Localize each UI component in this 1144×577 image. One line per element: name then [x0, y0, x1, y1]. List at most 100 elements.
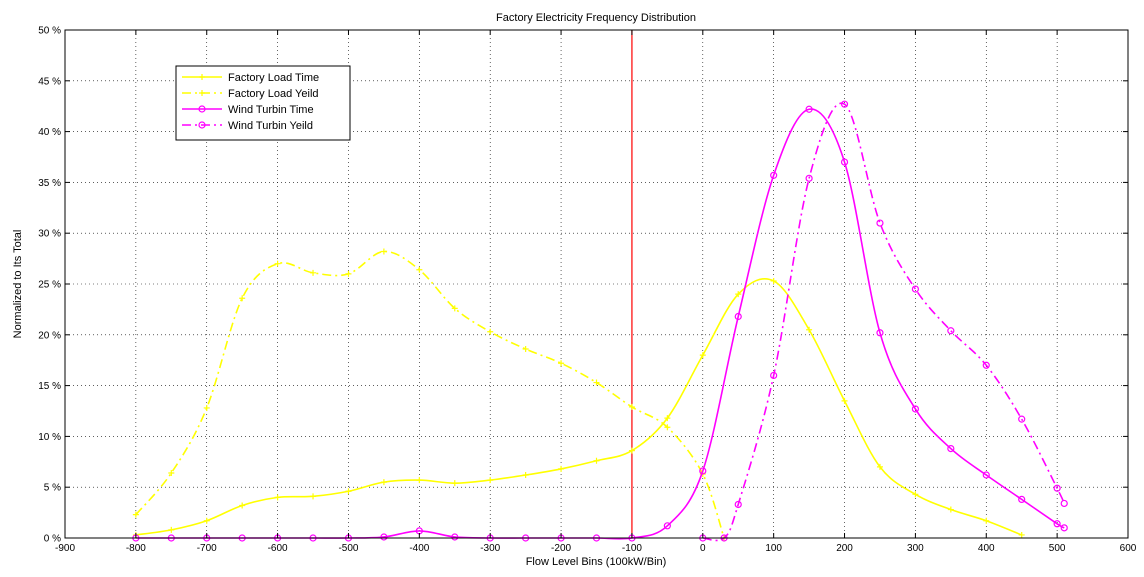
data-point	[274, 260, 281, 267]
data-point	[911, 405, 920, 413]
data-point	[451, 480, 458, 487]
legend-marker	[198, 121, 206, 129]
x-tick-label: 0	[700, 543, 706, 554]
series-line	[135, 250, 725, 539]
data-point	[664, 424, 671, 431]
x-tick-label: -700	[197, 543, 217, 554]
data-point	[982, 361, 990, 369]
y-tick-label: 45 %	[38, 76, 61, 87]
data-point	[1053, 484, 1061, 492]
data-point	[947, 506, 954, 513]
x-tick-label: -100	[622, 543, 642, 554]
data-point	[345, 488, 352, 495]
data-point	[770, 171, 778, 179]
chart-title: Factory Electricity Frequency Distributi…	[496, 12, 696, 24]
legend-marker	[199, 90, 205, 96]
data-point	[1060, 499, 1068, 508]
data-point	[734, 500, 742, 509]
x-tick-label: -300	[480, 543, 500, 554]
x-tick-label: 300	[907, 543, 924, 554]
data-point	[416, 266, 423, 273]
data-point	[876, 329, 884, 337]
data-point	[805, 105, 813, 113]
y-tick-label: 15 %	[38, 381, 61, 392]
data-point	[239, 502, 246, 509]
x-tick-label: 100	[765, 543, 782, 554]
data-point	[593, 457, 600, 464]
data-point	[522, 472, 529, 479]
y-axis-label: Normalized to Its Total	[12, 230, 24, 339]
data-point	[735, 291, 742, 298]
legend-label: Wind Turbin Yeild	[228, 120, 313, 132]
data-point	[203, 517, 210, 524]
legend-label: Factory Load Yeild	[228, 88, 319, 100]
data-point	[663, 522, 671, 530]
x-tick-label: -400	[409, 543, 429, 554]
y-tick-label: 20 %	[38, 330, 61, 341]
series-line	[702, 102, 1065, 542]
data-point	[168, 469, 175, 476]
data-point	[451, 305, 458, 312]
legend-marker	[199, 74, 205, 80]
data-point	[982, 471, 990, 479]
x-tick-label: 400	[978, 543, 995, 554]
axis-ticks: -900 -800 -700 -600 -500 -400 -300 -200 -100 0 100…	[38, 26, 1137, 555]
data-point	[983, 517, 990, 524]
x-axis-label: Flow Level Bins (100kW/Bin)	[526, 556, 667, 568]
data-point	[380, 479, 387, 486]
data-point	[699, 467, 707, 475]
data-point	[734, 312, 742, 321]
y-tick-label: 5 %	[44, 483, 61, 494]
y-tick-label: 0 %	[44, 534, 61, 545]
data-point	[1053, 520, 1061, 528]
y-tick-label: 10 %	[38, 432, 61, 443]
data-point	[132, 511, 139, 518]
legend: Factory Load Time Factory Load Yeild Wind …	[175, 65, 351, 141]
data-point	[840, 158, 849, 166]
y-tick-label: 35 %	[38, 178, 61, 189]
data-point	[1060, 524, 1068, 532]
data-point	[876, 219, 884, 227]
data-point	[558, 465, 565, 472]
data-point	[1018, 495, 1026, 503]
data-point	[770, 277, 777, 284]
data-point	[1018, 415, 1026, 423]
data-point	[699, 352, 706, 359]
data-point	[558, 360, 565, 367]
data-point	[487, 477, 494, 484]
data-point	[451, 533, 459, 541]
data-point	[841, 397, 848, 404]
data-point	[239, 295, 246, 302]
series-2	[132, 248, 728, 541]
x-tick-label: 600	[1120, 543, 1137, 554]
x-tick-label: -600	[268, 543, 288, 554]
data-point	[522, 346, 529, 353]
data-point	[664, 415, 671, 422]
data-point	[380, 248, 387, 255]
y-tick-label: 30 %	[38, 229, 61, 240]
data-point	[840, 100, 849, 108]
legend-box	[175, 65, 351, 141]
data-point	[380, 533, 388, 541]
data-point	[911, 285, 920, 293]
data-point	[1018, 531, 1025, 538]
data-point	[345, 270, 352, 277]
x-tick-label: 200	[836, 543, 853, 554]
data-point	[805, 174, 813, 182]
y-tick-label: 50 %	[38, 26, 61, 37]
legend-marker	[198, 105, 206, 113]
legend-label: Wind Turbin Time	[228, 104, 314, 116]
x-tick-label: -800	[126, 543, 146, 554]
data-point	[168, 526, 175, 533]
data-point	[912, 491, 919, 498]
legend-label: Factory Load Time	[228, 72, 319, 84]
data-point	[628, 447, 635, 454]
data-point	[487, 328, 494, 335]
data-point	[628, 403, 635, 410]
x-tick-label: -900	[55, 543, 75, 554]
data-point	[770, 371, 778, 380]
data-point	[806, 326, 813, 333]
data-point	[310, 493, 317, 500]
data-point	[593, 379, 600, 386]
data-point	[274, 494, 281, 501]
